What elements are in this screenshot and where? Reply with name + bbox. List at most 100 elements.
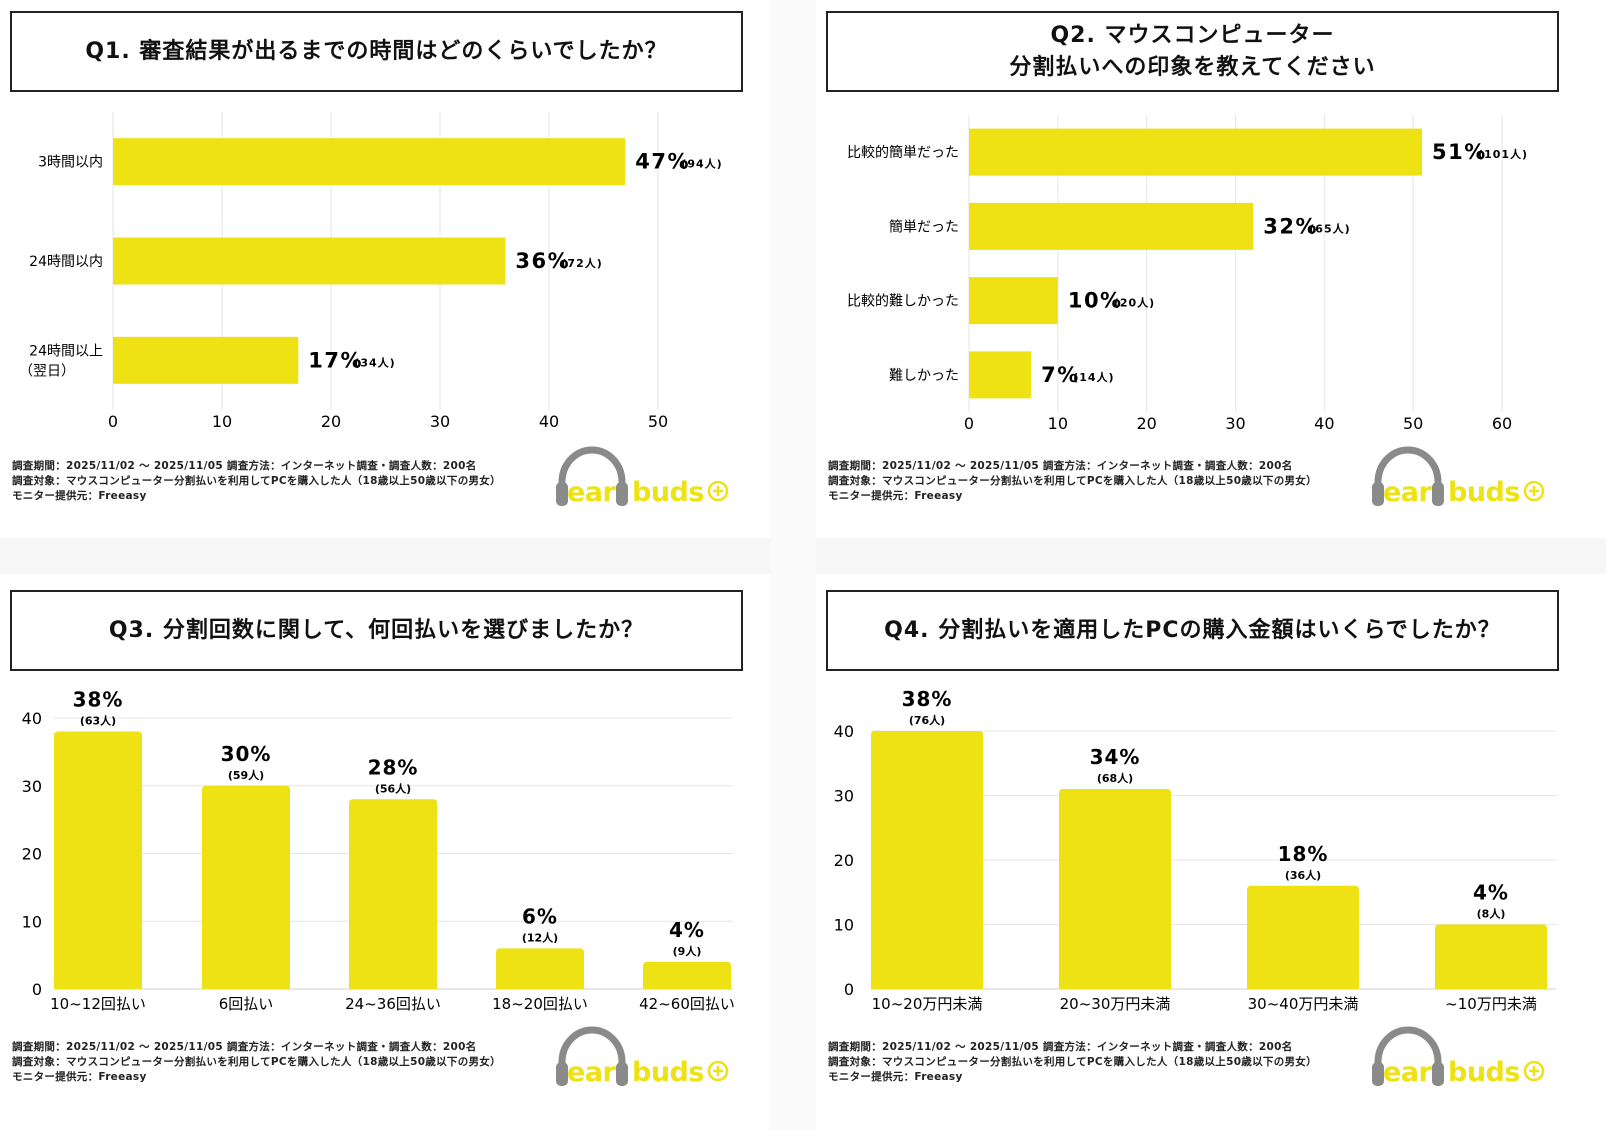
y-tick-label: 0 <box>32 980 42 999</box>
footer-line3: モニター提供元：Freeasy <box>12 1071 147 1083</box>
footer-line2: 調査対象：マウスコンピューター分割払いを利用してPCを購入した人（18歳以上50… <box>828 475 1317 487</box>
plus-circle-icon <box>1523 1060 1545 1082</box>
x-tick-label: 40 <box>1314 414 1334 433</box>
category-label: 42~60回払い <box>639 995 735 1013</box>
category-label-line: （翌日） <box>19 363 75 379</box>
headphone-left-cup <box>1372 1062 1384 1086</box>
earbuds-logo: ear buds <box>1372 1026 1545 1088</box>
headphone-left-cup <box>1372 482 1384 506</box>
count-label: (12人) <box>522 930 558 944</box>
count-label: (9人) <box>673 944 702 958</box>
data-label: 51% <box>1432 140 1487 164</box>
category-label: 18~20回払い <box>492 995 588 1013</box>
headphone-right-cup <box>1432 1062 1444 1086</box>
count-label: (72人) <box>561 256 602 270</box>
x-tick-label: 50 <box>648 412 668 431</box>
count-label: (36人) <box>1285 868 1321 882</box>
survey-footer: 調査期間：2025/11/02 ～ 2025/11/05 調査方法：インターネッ… <box>828 1040 1317 1085</box>
data-label: 30% <box>221 742 272 766</box>
x-tick-label: 20 <box>321 412 341 431</box>
count-label: (8人) <box>1477 907 1506 921</box>
bar <box>1059 789 1171 989</box>
footer-line3: モニター提供元：Freeasy <box>828 1071 963 1083</box>
count-label: (59人) <box>228 768 264 782</box>
category-label: 3時間以内 <box>38 155 103 171</box>
plus-circle-icon <box>707 1060 729 1082</box>
bar <box>1247 885 1359 989</box>
category-label-line: 24時間以上 <box>29 343 103 359</box>
earbuds-logo: ear buds <box>556 446 729 508</box>
logo-text-ear: ear <box>567 1057 617 1088</box>
headphones-icon <box>1374 446 1442 494</box>
y-tick-label: 30 <box>22 777 42 796</box>
footer-line3: モニター提供元：Freeasy <box>12 490 147 502</box>
y-tick-label: 30 <box>834 787 854 806</box>
bar <box>871 731 983 989</box>
footer-line3: モニター提供元：Freeasy <box>828 490 963 502</box>
data-label: 36% <box>515 249 570 273</box>
plus-circle-icon <box>1523 480 1545 502</box>
category-label-line: 簡単だった <box>889 219 959 235</box>
logo-text-buds: buds <box>1448 477 1520 508</box>
data-label: 47% <box>635 150 690 174</box>
data-label: 32% <box>1263 214 1318 238</box>
x-tick-label: 10 <box>1048 414 1068 433</box>
chart-title: Q4. 分割払いを適用したPCの購入金額はいくらでしたか？ <box>826 590 1559 671</box>
count-label: (14人) <box>1073 370 1114 384</box>
y-tick-label: 10 <box>22 912 42 931</box>
data-label: 38% <box>902 687 953 711</box>
headphones-icon <box>558 446 626 494</box>
category-label: 24~36回払い <box>345 995 441 1013</box>
category-label-line: 比較的簡単だった <box>847 145 959 161</box>
category-label: 20~30万円未満 <box>1060 995 1171 1013</box>
plus-icon <box>1529 1066 1539 1076</box>
bar <box>54 731 142 989</box>
y-tick-label: 20 <box>22 845 42 864</box>
bar <box>496 948 584 989</box>
chart-plot: 0 10 20 30 40 50 3時間以内 47%(94人) 24時間以内 36%(72人) 24… <box>19 112 722 431</box>
data-label: 28% <box>368 755 419 779</box>
category-label: 24時間以上 （翌日） <box>19 343 103 379</box>
category-label: 難しかった <box>889 368 959 384</box>
chart-panel-q3: Q3. 分割回数に関して、何回払いを選びましたか？ 0 10 20 30 40 38% (63… <box>0 580 760 1140</box>
category-label: 比較的難しかった <box>847 294 959 310</box>
category-label: ~10万円未満 <box>1445 995 1537 1013</box>
footer-line2: 調査対象：マウスコンピューター分割払いを利用してPCを購入した人（18歳以上50… <box>12 1056 501 1068</box>
chart-plot: 0 10 20 30 40 38% (63人) 10~12回払い 30% (59人) 6回払い 28%… <box>22 688 735 1013</box>
x-tick-label: 0 <box>964 414 974 433</box>
count-label: (68人) <box>1097 771 1133 785</box>
category-label-line: 24時間以内 <box>29 254 103 270</box>
y-tick-label: 10 <box>834 916 854 935</box>
data-label: 10% <box>1068 289 1123 313</box>
y-tick-label: 20 <box>834 851 854 870</box>
chart-title: Q3. 分割回数に関して、何回払いを選びましたか？ <box>10 590 743 671</box>
earbuds-logo: ear buds <box>1372 446 1545 508</box>
footer-line2: 調査対象：マウスコンピューター分割払いを利用してPCを購入した人（18歳以上50… <box>828 1056 1317 1068</box>
bar <box>643 961 731 989</box>
category-label: 簡単だった <box>889 219 959 235</box>
panel-separator-vertical <box>770 0 816 1130</box>
logo-text-ear: ear <box>1383 477 1433 508</box>
category-label-line: 難しかった <box>889 368 959 384</box>
bar <box>969 351 1032 399</box>
bar <box>202 785 290 989</box>
footer-line2: 調査対象：マウスコンピューター分割払いを利用してPCを購入した人（18歳以上50… <box>12 475 501 487</box>
count-label: (65人) <box>1309 221 1350 235</box>
x-tick-label: 20 <box>1136 414 1156 433</box>
footer-line1: 調査期間：2025/11/02 ～ 2025/11/05 調査方法：インターネッ… <box>828 460 1293 472</box>
category-label-line: 比較的難しかった <box>847 294 959 310</box>
bar <box>969 128 1423 176</box>
category-label: 6回払い <box>219 995 274 1013</box>
headphone-left-cup <box>556 1062 568 1086</box>
bar <box>1435 924 1547 989</box>
x-tick-label: 60 <box>1492 414 1512 433</box>
data-label: 4% <box>1473 881 1509 905</box>
plus-icon <box>713 1066 723 1076</box>
category-label: 24時間以内 <box>29 254 103 270</box>
logo-text-ear: ear <box>567 477 617 508</box>
y-tick-label: 0 <box>844 980 854 999</box>
earbuds-logo: ear buds <box>556 1026 729 1088</box>
bar <box>969 277 1058 325</box>
x-tick-label: 30 <box>1225 414 1245 433</box>
headphones-icon <box>1374 1026 1442 1074</box>
